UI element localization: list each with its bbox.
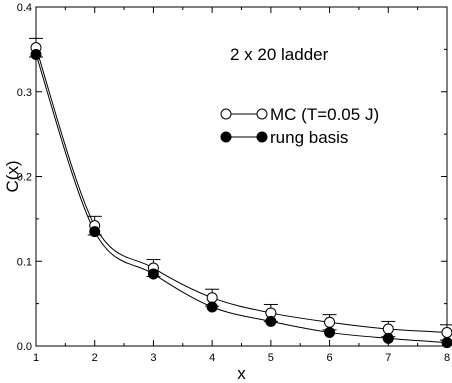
series-line-mc — [35, 47, 448, 333]
legend-marker-mc-left — [220, 108, 232, 120]
legend-marker-rung-left — [220, 131, 232, 143]
data-point-rung — [265, 315, 277, 327]
data-point-mc — [441, 326, 452, 338]
data-point-rung — [382, 332, 394, 344]
x-tick-label: 8 — [444, 352, 450, 364]
x-tick-label: 1 — [33, 352, 39, 364]
data-point-rung — [30, 48, 42, 60]
y-tick-label: 0.1 — [17, 256, 32, 268]
error-bars — [29, 37, 452, 341]
y-tick-label: 0.0 — [17, 341, 32, 353]
data-point-rung — [324, 326, 336, 338]
chart-annotation: 2 x 20 ladder — [230, 45, 329, 64]
x-tick-label: 6 — [327, 352, 333, 364]
y-tick-label: 0.2 — [17, 172, 32, 184]
data-point-rung — [206, 301, 218, 313]
x-tick-label: 7 — [385, 352, 391, 364]
x-tick-label: 5 — [268, 352, 274, 364]
y-tick-label: 0.3 — [17, 87, 32, 99]
series-points — [30, 42, 452, 349]
data-point-rung — [89, 226, 101, 238]
x-tick-label: 2 — [92, 352, 98, 364]
data-point-rung — [147, 268, 159, 280]
legend-label-mc: MC (T=0.05 J) — [270, 105, 379, 124]
data-point-mc — [206, 292, 218, 304]
series-line-rung — [35, 54, 448, 344]
x-axis-label: x — [237, 364, 246, 383]
series-lines — [35, 47, 448, 344]
data-point-rung — [441, 337, 452, 349]
legend: MC (T=0.05 J) rung basis — [220, 105, 379, 147]
y-tick-label: 0.4 — [17, 2, 32, 14]
y-axis-label: C(x) — [3, 160, 22, 192]
data-point-mc — [324, 316, 336, 328]
axis-ticks: 1 2 3 4 5 6 7 8 0.0 0.1 0.2 0.3 0.4 — [17, 2, 450, 364]
data-point-mc — [382, 323, 394, 335]
x-tick-label: 4 — [209, 352, 215, 364]
legend-marker-rung-right — [256, 131, 268, 143]
x-tick-label: 3 — [150, 352, 156, 364]
legend-label-rung: rung basis — [270, 128, 348, 147]
legend-marker-mc-right — [256, 108, 268, 120]
